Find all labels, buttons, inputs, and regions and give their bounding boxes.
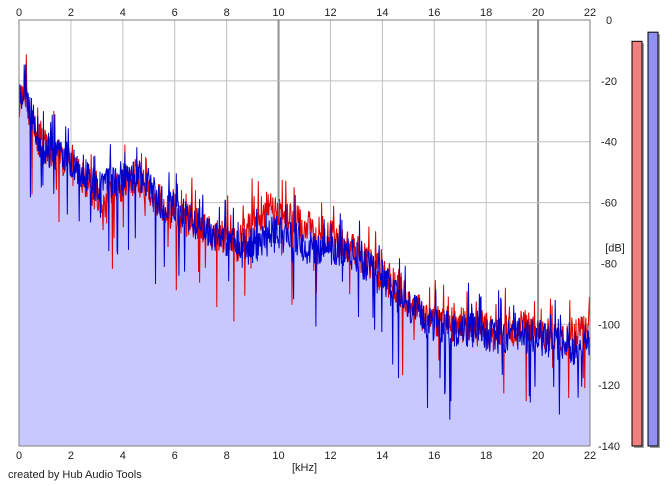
x-tick-top-0: 0 bbox=[16, 7, 22, 19]
x-tick-bottom-14: 14 bbox=[376, 450, 388, 462]
x-tick-top-22: 22 bbox=[584, 7, 596, 19]
plot-border bbox=[18, 19, 591, 447]
y-tick--100: -100 bbox=[598, 319, 620, 331]
y-tick--80: -80 bbox=[601, 258, 617, 270]
level-meter-bar-1 bbox=[647, 31, 659, 447]
y-tick--60: -60 bbox=[601, 198, 617, 210]
y-tick--40: -40 bbox=[601, 137, 617, 149]
x-tick-top-4: 4 bbox=[120, 7, 126, 19]
level-meter-bar-0 bbox=[631, 40, 643, 447]
x-tick-top-12: 12 bbox=[324, 7, 336, 19]
x-tick-bottom-8: 8 bbox=[224, 450, 230, 462]
x-tick-bottom-20: 20 bbox=[532, 450, 544, 462]
x-tick-top-8: 8 bbox=[224, 7, 230, 19]
x-tick-bottom-0: 0 bbox=[16, 450, 22, 462]
x-tick-bottom-10: 10 bbox=[272, 450, 284, 462]
x-tick-bottom-6: 6 bbox=[172, 450, 178, 462]
y-tick--120: -120 bbox=[598, 380, 620, 392]
spectrum-series-lines bbox=[18, 54, 591, 420]
x-tick-top-14: 14 bbox=[376, 7, 388, 19]
plot-frame bbox=[18, 19, 591, 447]
y-tick--140: -140 bbox=[598, 441, 620, 453]
x-tick-top-10: 10 bbox=[272, 7, 284, 19]
x-tick-top-20: 20 bbox=[532, 7, 544, 19]
x-tick-bottom-2: 2 bbox=[68, 450, 74, 462]
x-tick-bottom-18: 18 bbox=[480, 450, 492, 462]
x-axis-label: [kHz] bbox=[292, 462, 317, 474]
series-line-1 bbox=[18, 64, 591, 420]
x-tick-top-2: 2 bbox=[68, 7, 74, 19]
x-tick-bottom-22: 22 bbox=[584, 450, 596, 462]
x-tick-bottom-4: 4 bbox=[120, 450, 126, 462]
x-tick-top-6: 6 bbox=[172, 7, 178, 19]
y-tick-0: 0 bbox=[606, 15, 612, 27]
x-tick-top-16: 16 bbox=[428, 7, 440, 19]
credit-text: created by Hub Audio Tools bbox=[8, 469, 142, 481]
y-tick--20: -20 bbox=[601, 76, 617, 88]
level-meters bbox=[631, 31, 660, 449]
axis-ticks: 002244668810101212141416161818202022220-… bbox=[16, 7, 620, 462]
x-tick-bottom-16: 16 bbox=[428, 450, 440, 462]
x-tick-top-18: 18 bbox=[480, 7, 492, 19]
x-tick-bottom-12: 12 bbox=[324, 450, 336, 462]
y-axis-label: [dB] bbox=[605, 242, 625, 254]
